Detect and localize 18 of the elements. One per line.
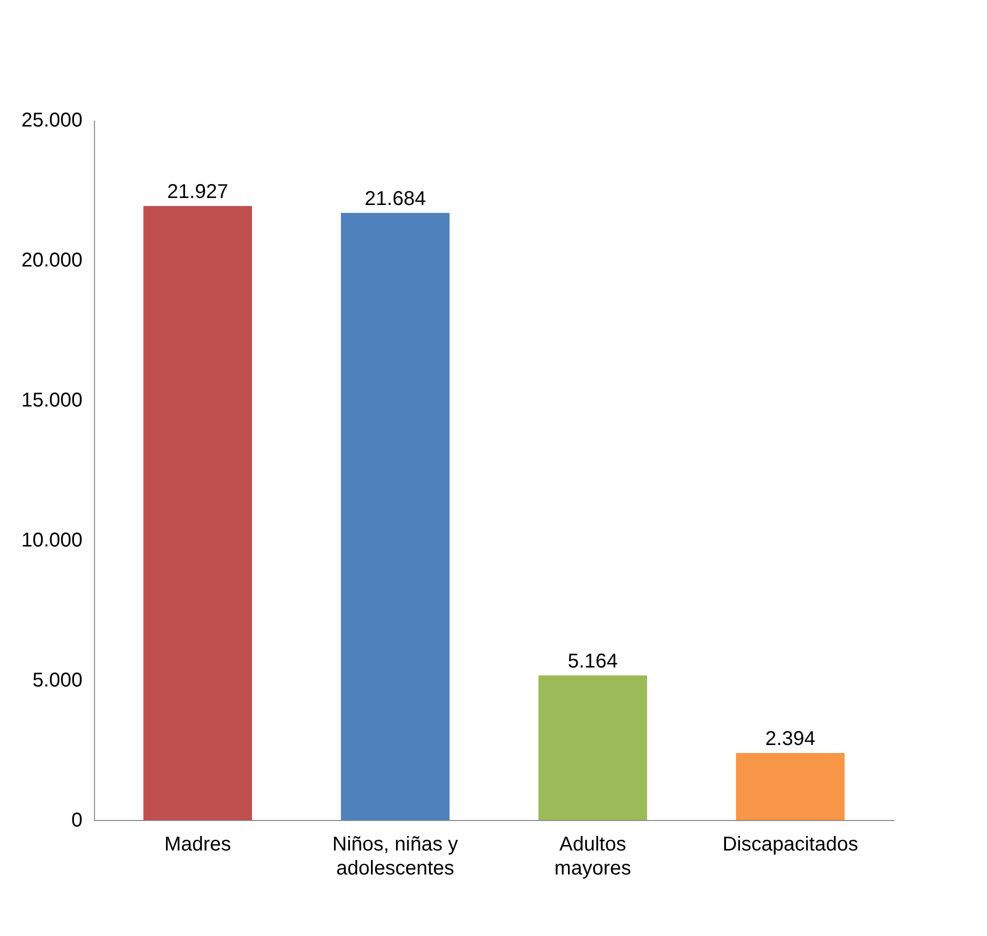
bar (736, 752, 845, 820)
y-tick-label: 5.000 (32, 670, 82, 692)
x-tick-label: Madres (164, 834, 232, 856)
y-tick-label: 0 (71, 810, 82, 832)
data-label: 21.927 (167, 181, 228, 204)
x-tick-label: Adultos mayores (554, 834, 632, 880)
data-label: 5.164 (568, 650, 618, 672)
y-tick-label: 15.000 (21, 390, 82, 412)
data-label: 2.394 (765, 728, 816, 750)
data-label: 21.684 (364, 188, 426, 210)
x-tick-label: Discapacitados (722, 834, 858, 856)
y-tick-label: 10.000 (21, 530, 82, 552)
x-tick-label: Niños, niñas y adolescentes (332, 834, 458, 880)
bar (538, 675, 648, 820)
y-tick-label: 20.000 (21, 250, 82, 272)
y-tick-label: 25.000 (21, 110, 82, 132)
bar (143, 206, 252, 820)
bar (340, 212, 450, 820)
